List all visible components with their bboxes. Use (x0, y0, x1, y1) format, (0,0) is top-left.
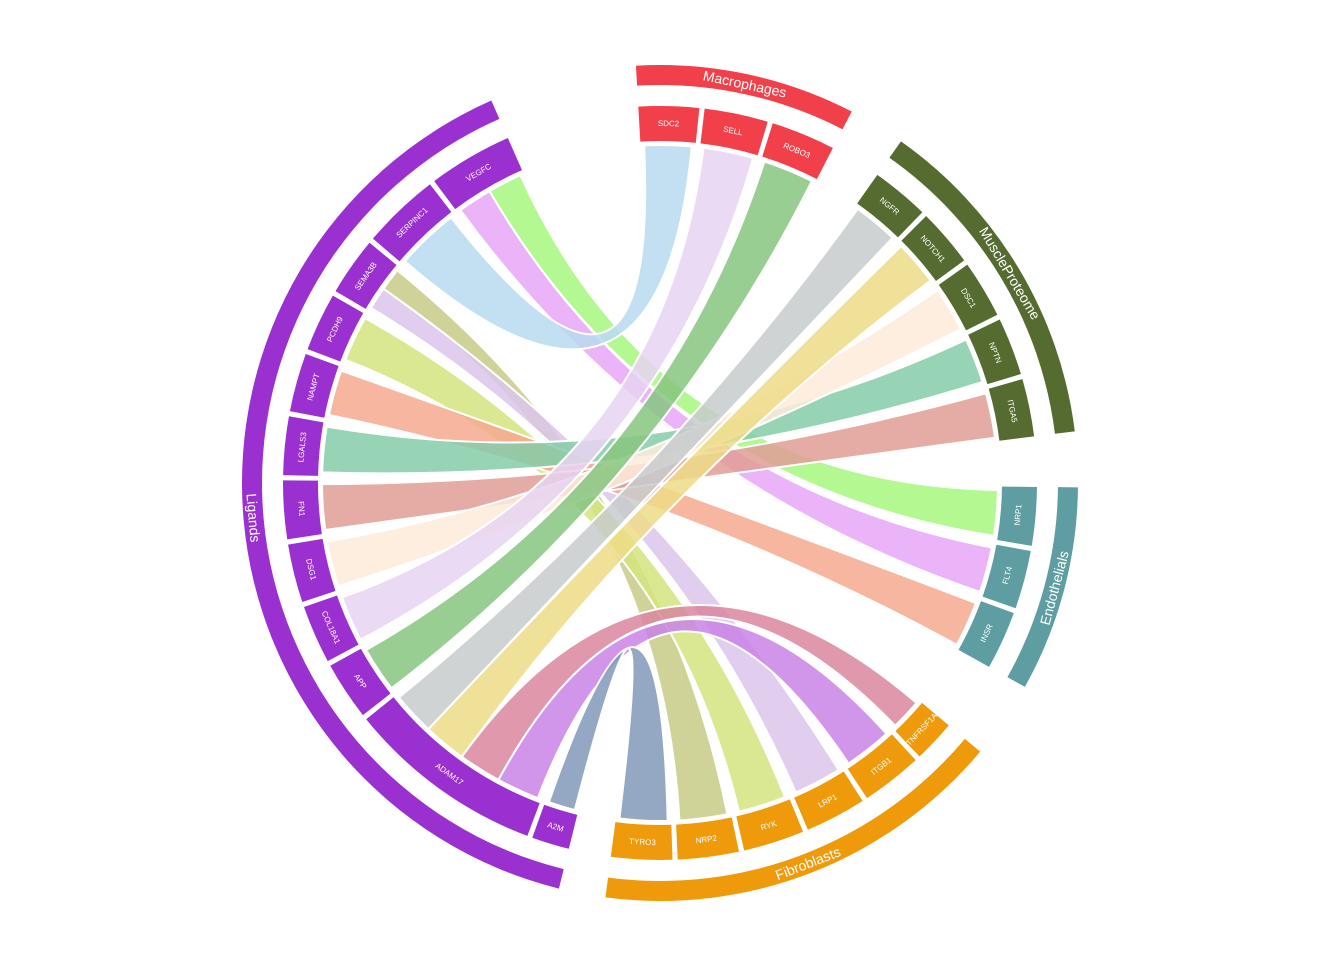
sector-dsc1[interactable]: DSC1 (938, 264, 998, 331)
group-arc (889, 141, 1075, 434)
sector-arc (988, 379, 1035, 441)
sector-arc (366, 697, 540, 836)
sector-robo3[interactable]: ROBO3 (762, 123, 833, 180)
sector-col18a1[interactable]: COL18A1 (303, 595, 359, 662)
group-arc (1007, 487, 1078, 687)
sector-label: SDC2 (658, 119, 680, 129)
sector-arc (307, 295, 364, 362)
sector-arc (283, 416, 324, 476)
sector-itga5[interactable]: ITGA5 (988, 379, 1035, 441)
link-serpinc1-sdc2 (403, 144, 693, 351)
sector-arc (847, 734, 916, 799)
sector-arc (330, 648, 391, 716)
sector-fn1[interactable]: FN1 (283, 480, 322, 540)
sector-tnfrsf1a[interactable]: TNFRSF1A (895, 702, 949, 757)
sector-arc (335, 242, 397, 309)
link-col18a1-sell (340, 146, 755, 641)
sector-nrp2[interactable]: NRP2 (676, 817, 740, 860)
sector-ryk[interactable]: RYK (736, 799, 804, 851)
sector-sema3b[interactable]: SEMA3B (335, 242, 397, 309)
sector-label: FN1 (296, 501, 306, 517)
sector-itgb1[interactable]: ITGB1 (847, 734, 916, 799)
sector-lgals3[interactable]: LGALS3 (283, 416, 324, 476)
sector-arc (434, 138, 522, 210)
sector-arc (676, 817, 740, 860)
sector-arc (288, 538, 336, 602)
sector-arc (857, 174, 923, 238)
sector-arc (289, 354, 339, 418)
sector-app[interactable]: APP (330, 648, 391, 716)
link-adam17-notch1 (426, 244, 933, 759)
sector-insr[interactable]: INSR (958, 601, 1014, 667)
link-app-robo3 (364, 160, 814, 690)
sector-notch1[interactable]: NOTCH1 (901, 215, 965, 282)
link-adam17-itgb1 (497, 618, 889, 800)
links-layer (320, 144, 999, 822)
sector-tyro3[interactable]: TYRO3 (610, 822, 673, 861)
link-adam17-ngfr (397, 207, 895, 731)
sector-vegfc[interactable]: VEGFC (434, 138, 522, 210)
sector-label: SELL (722, 125, 744, 138)
group-arc (605, 738, 981, 901)
sector-arc (997, 486, 1037, 546)
sector-arc (901, 215, 965, 282)
sector-dsg1[interactable]: DSG1 (288, 538, 336, 602)
sector-arc (794, 771, 863, 830)
sector-arc (958, 601, 1014, 667)
sector-arc (610, 822, 673, 861)
sector-lrp1[interactable]: LRP1 (794, 771, 863, 830)
sector-label: TYRO3 (629, 837, 657, 847)
sector-arc (283, 480, 322, 540)
sector-arc (895, 702, 949, 757)
sector-arc (372, 184, 452, 262)
sector-label: NRP1 (1013, 503, 1024, 526)
sector-arc (736, 799, 804, 851)
sector-sdc2[interactable]: SDC2 (638, 105, 700, 143)
sector-nrp1[interactable]: NRP1 (997, 486, 1037, 546)
group-label: Macrophages (702, 67, 788, 100)
sector-arc (532, 804, 578, 849)
sector-arc (700, 108, 768, 156)
sector-flt4[interactable]: FLT4 (982, 544, 1031, 609)
group-label: Endothelials (1037, 549, 1072, 627)
group-arc (635, 65, 852, 130)
sector-a2m[interactable]: A2M (532, 804, 578, 849)
sector-label: NRP2 (695, 834, 718, 846)
sector-serpinc1[interactable]: SERPINC1 (372, 184, 452, 262)
sector-nptn[interactable]: NPTN (968, 319, 1021, 385)
sector-arc (638, 105, 700, 143)
sector-arc (968, 319, 1021, 385)
sector-arc (982, 544, 1031, 609)
sector-sell[interactable]: SELL (700, 108, 768, 156)
sector-nampt[interactable]: NAMPT (289, 354, 339, 418)
sector-pcdh9[interactable]: PCDH9 (307, 295, 364, 362)
sector-adam17[interactable]: ADAM17 (366, 697, 540, 836)
link-a2m-tyro3 (547, 646, 669, 822)
sector-ngfr[interactable]: NGFR (857, 174, 923, 238)
group-label: Ligands (243, 493, 263, 543)
sector-arc (938, 264, 998, 331)
sector-arc (762, 123, 833, 180)
sector-label: LGALS3 (296, 431, 308, 463)
sector-arc (303, 595, 359, 662)
group-ligands: Ligands (242, 100, 564, 889)
link-vegfc-nrp1 (488, 173, 999, 538)
